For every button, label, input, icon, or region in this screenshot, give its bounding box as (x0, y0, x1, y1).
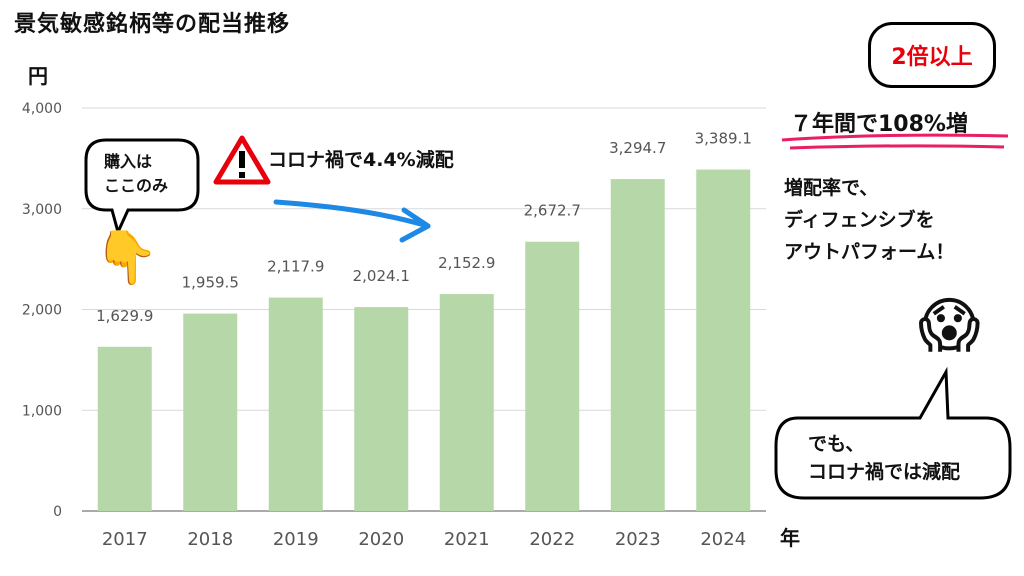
chart-title: 景気敏感銘柄等の配当推移 (14, 12, 291, 37)
top-bubble-text: 購入は ここのみ (104, 152, 169, 195)
warning-text: コロナ禍で4.4%減配 (268, 149, 454, 171)
bar (696, 169, 751, 512)
bar-value-label: 1,629.9 (96, 307, 153, 325)
y-tick-label: 0 (53, 504, 62, 520)
callout-text: 増配率で、 ディフェンシブを アウトパフォーム！ (784, 177, 955, 263)
y-tick-label: 2,000 (22, 303, 62, 319)
badge-double: 2倍以上 (868, 22, 996, 88)
x-tick-label: 2018 (187, 529, 233, 550)
bar-value-label: 2,117.9 (267, 258, 324, 276)
pointing-down-icon: 👇 (94, 228, 159, 288)
decline-arrow (273, 199, 431, 243)
bar (97, 346, 152, 511)
bar (354, 307, 409, 511)
bar (610, 179, 665, 512)
bar-value-label: 1,959.5 (182, 274, 239, 292)
speech-bubble-top (84, 138, 200, 237)
headline-underline (781, 133, 1009, 142)
x-axis-unit: 年 (780, 526, 800, 550)
y-axis-unit: 円 (28, 64, 48, 88)
y-tick-label: 4,000 (22, 101, 62, 117)
bar-value-label: 2,152.9 (438, 254, 495, 272)
bar-value-label: 2,672.7 (524, 202, 581, 220)
bar (525, 241, 580, 512)
x-tick-label: 2021 (444, 529, 490, 550)
warning-icon (213, 135, 271, 185)
x-tick-label: 2023 (615, 529, 661, 550)
bar (439, 294, 494, 511)
bar-value-label: 3,389.1 (695, 130, 752, 148)
x-tick-label: 2019 (273, 529, 319, 550)
scream-face-icon: 😱 (918, 291, 981, 361)
y-tick-label: 3,000 (22, 202, 62, 218)
bar (268, 297, 323, 511)
speech-bubble-bottom (774, 366, 1012, 500)
growth-headline: ７年間で108%増 (790, 112, 968, 137)
y-tick-label: 1,000 (22, 403, 62, 419)
x-tick-label: 2017 (102, 529, 148, 550)
x-tick-label: 2024 (700, 529, 746, 550)
x-tick-label: 2020 (358, 529, 404, 550)
bar-value-label: 2,024.1 (353, 267, 410, 285)
bar-value-label: 3,294.7 (609, 139, 666, 157)
bottom-bubble-text: でも、 コロナ禍では減配 (808, 433, 961, 483)
x-tick-label: 2022 (529, 529, 575, 550)
bar (183, 313, 238, 511)
